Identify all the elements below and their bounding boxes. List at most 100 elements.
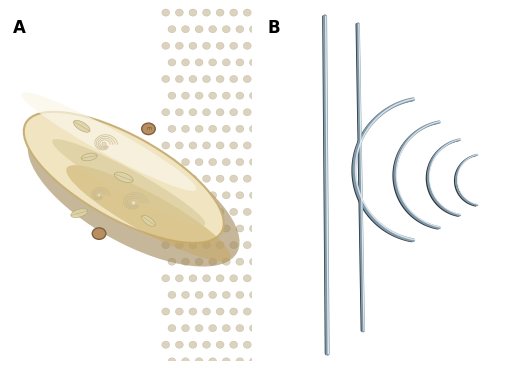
Ellipse shape	[250, 225, 257, 232]
Ellipse shape	[175, 341, 183, 348]
Ellipse shape	[236, 291, 244, 299]
Ellipse shape	[284, 42, 292, 49]
Ellipse shape	[250, 291, 257, 299]
Ellipse shape	[168, 92, 176, 99]
Ellipse shape	[243, 242, 251, 249]
Ellipse shape	[270, 175, 278, 182]
Ellipse shape	[250, 59, 257, 66]
Ellipse shape	[189, 275, 197, 282]
Ellipse shape	[168, 324, 176, 332]
Ellipse shape	[270, 142, 278, 149]
Ellipse shape	[216, 76, 224, 82]
Ellipse shape	[181, 324, 189, 332]
Ellipse shape	[223, 225, 230, 232]
Ellipse shape	[250, 324, 257, 332]
Ellipse shape	[236, 324, 244, 332]
Ellipse shape	[189, 208, 197, 215]
Ellipse shape	[209, 192, 217, 199]
Circle shape	[132, 201, 136, 205]
Ellipse shape	[168, 26, 176, 33]
Ellipse shape	[284, 275, 292, 282]
Ellipse shape	[277, 291, 284, 299]
Ellipse shape	[189, 76, 197, 82]
Ellipse shape	[243, 208, 251, 215]
Ellipse shape	[181, 26, 189, 33]
Ellipse shape	[263, 291, 271, 299]
Ellipse shape	[168, 125, 176, 132]
Ellipse shape	[223, 192, 230, 199]
Ellipse shape	[195, 291, 203, 299]
Ellipse shape	[209, 324, 217, 332]
Ellipse shape	[195, 59, 203, 66]
Ellipse shape	[290, 92, 298, 99]
Ellipse shape	[263, 324, 271, 332]
Ellipse shape	[175, 142, 183, 149]
Ellipse shape	[223, 358, 230, 365]
Ellipse shape	[223, 291, 230, 299]
Ellipse shape	[223, 92, 230, 99]
Ellipse shape	[257, 142, 265, 149]
Ellipse shape	[270, 275, 278, 282]
Ellipse shape	[203, 208, 211, 215]
Ellipse shape	[162, 109, 170, 116]
Ellipse shape	[277, 225, 284, 232]
Ellipse shape	[203, 275, 211, 282]
Ellipse shape	[290, 291, 298, 299]
Ellipse shape	[24, 112, 224, 243]
Ellipse shape	[209, 358, 217, 365]
Ellipse shape	[141, 123, 155, 135]
Ellipse shape	[223, 59, 230, 66]
Ellipse shape	[270, 109, 278, 116]
Ellipse shape	[189, 109, 197, 116]
Ellipse shape	[257, 109, 265, 116]
Ellipse shape	[257, 341, 265, 348]
Ellipse shape	[209, 291, 217, 299]
Ellipse shape	[181, 125, 189, 132]
Ellipse shape	[290, 258, 298, 265]
Ellipse shape	[250, 358, 257, 365]
Ellipse shape	[223, 125, 230, 132]
Ellipse shape	[168, 225, 176, 232]
Ellipse shape	[181, 291, 189, 299]
Ellipse shape	[181, 92, 189, 99]
Ellipse shape	[263, 59, 271, 66]
Ellipse shape	[216, 175, 224, 182]
Ellipse shape	[284, 76, 292, 82]
Ellipse shape	[236, 225, 244, 232]
Ellipse shape	[216, 275, 224, 282]
Ellipse shape	[230, 175, 238, 182]
Ellipse shape	[257, 76, 265, 82]
Ellipse shape	[209, 26, 217, 33]
Ellipse shape	[277, 158, 284, 166]
Ellipse shape	[270, 308, 278, 315]
Ellipse shape	[141, 215, 155, 226]
Ellipse shape	[236, 258, 244, 265]
Ellipse shape	[243, 42, 251, 49]
Ellipse shape	[243, 142, 251, 149]
Ellipse shape	[189, 175, 197, 182]
Ellipse shape	[162, 142, 170, 149]
Ellipse shape	[181, 258, 189, 265]
Ellipse shape	[243, 175, 251, 182]
Ellipse shape	[277, 92, 284, 99]
Ellipse shape	[230, 142, 238, 149]
Ellipse shape	[284, 341, 292, 348]
Circle shape	[102, 142, 106, 146]
Ellipse shape	[230, 275, 238, 282]
Ellipse shape	[162, 42, 170, 49]
Ellipse shape	[66, 165, 231, 261]
Ellipse shape	[223, 258, 230, 265]
Ellipse shape	[277, 26, 284, 33]
Ellipse shape	[290, 192, 298, 199]
Ellipse shape	[290, 26, 298, 33]
Text: A: A	[12, 19, 25, 37]
Ellipse shape	[223, 158, 230, 166]
Ellipse shape	[189, 142, 197, 149]
Ellipse shape	[168, 258, 176, 265]
Ellipse shape	[52, 139, 205, 226]
Ellipse shape	[168, 358, 176, 365]
Ellipse shape	[230, 76, 238, 82]
Ellipse shape	[230, 308, 238, 315]
Ellipse shape	[162, 175, 170, 182]
Ellipse shape	[181, 59, 189, 66]
